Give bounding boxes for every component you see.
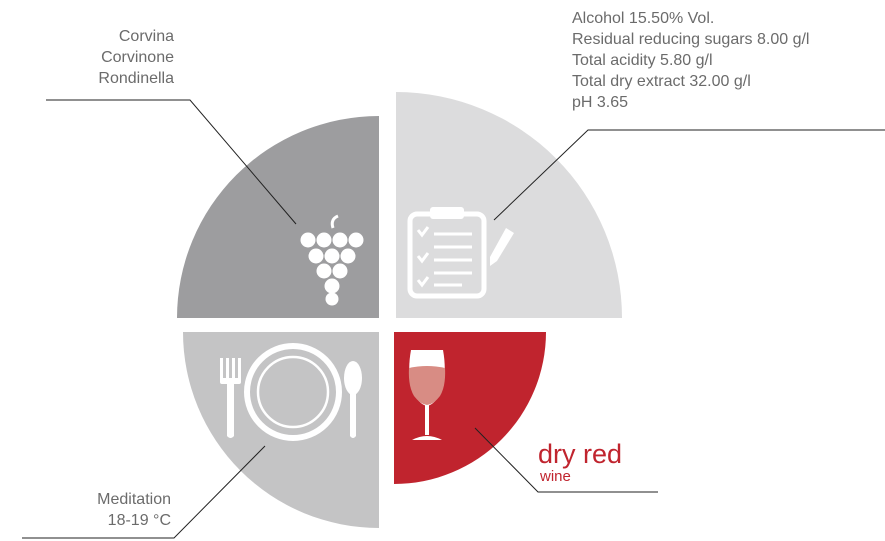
grapes-leader-line	[46, 99, 297, 225]
clipboard-pen-icon	[407, 207, 514, 299]
wine-type-subtitle: wine	[540, 468, 571, 485]
analysis-line: Residual reducing sugars 8.00 g/l	[572, 31, 810, 48]
wine-type-title: dry red	[538, 439, 623, 469]
plate-cutlery-icon	[220, 343, 362, 441]
grapes-quadrant	[177, 116, 379, 318]
grape-varieties-label: Corvina Corvinone Rondinella	[98, 26, 174, 89]
analysis-line: Total dry extract 32.00 g/l	[572, 73, 751, 90]
grape-variety: Corvinone	[101, 49, 174, 66]
analysis-leader-line	[493, 129, 885, 221]
wine-glass-icon	[408, 350, 446, 440]
analysis-line: Alcohol 15.50% Vol.	[572, 10, 715, 27]
analysis-label: Alcohol 15.50% Vol. Residual reducing su…	[572, 8, 809, 113]
grape-variety: Rondinella	[98, 70, 174, 87]
grape-cluster-icon	[300, 214, 364, 306]
analysis-line: pH 3.65	[572, 94, 629, 111]
pairing-label: Meditation 18-19 °C	[97, 489, 171, 531]
serving-temperature: 18-19 °C	[107, 512, 171, 529]
pairing-leader-line	[22, 445, 266, 539]
grape-variety: Corvina	[118, 28, 174, 45]
type-leader-line	[474, 427, 658, 493]
pairing-line: Meditation	[97, 491, 171, 508]
analysis-line: Total acidity 5.80 g/l	[572, 52, 713, 69]
